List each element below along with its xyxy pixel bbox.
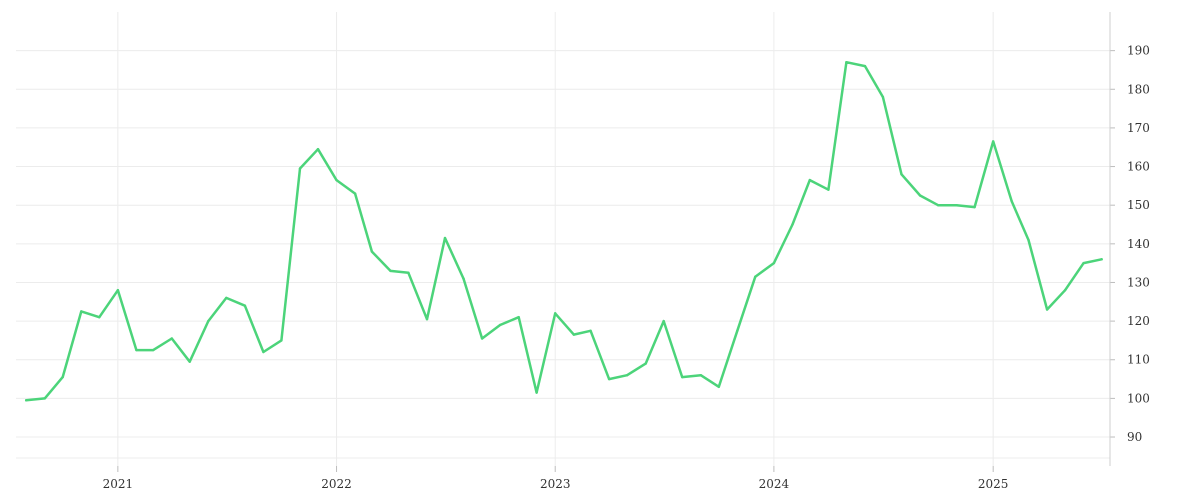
x-tick-label: 2025 xyxy=(978,477,1009,491)
data-point xyxy=(772,261,776,265)
data-point xyxy=(717,385,720,388)
data-point xyxy=(353,192,357,195)
data-point xyxy=(589,329,592,332)
y-tick-label: 110 xyxy=(1127,353,1150,367)
data-point xyxy=(1045,308,1049,311)
data-point xyxy=(1027,238,1030,242)
data-point xyxy=(936,203,940,207)
data-point xyxy=(98,316,101,319)
data-point xyxy=(991,140,995,143)
data-point xyxy=(80,310,83,313)
y-tick-label: 150 xyxy=(1127,198,1150,212)
x-tick-label: 2022 xyxy=(321,477,352,491)
data-point xyxy=(225,296,228,300)
data-point xyxy=(1082,261,1085,265)
data-point xyxy=(407,271,410,275)
data-point xyxy=(280,339,283,342)
data-point xyxy=(863,64,867,68)
data-point xyxy=(736,329,739,332)
data-point xyxy=(1063,288,1067,292)
data-point xyxy=(498,323,502,327)
data-point xyxy=(644,362,647,365)
data-point xyxy=(24,399,28,402)
data-point xyxy=(625,374,629,377)
y-tick-label: 140 xyxy=(1127,237,1150,251)
data-point xyxy=(135,348,138,352)
grid xyxy=(16,12,1110,466)
data-point xyxy=(918,194,922,197)
data-point xyxy=(973,205,976,209)
data-point xyxy=(188,360,191,363)
data-point xyxy=(881,95,885,99)
data-point xyxy=(572,333,575,336)
x-tick-label: 2021 xyxy=(103,477,134,491)
data-point xyxy=(554,312,557,315)
series-layer xyxy=(24,60,1103,402)
data-point xyxy=(699,374,702,377)
y-tick-label: 180 xyxy=(1127,82,1150,96)
data-point xyxy=(517,316,520,319)
data-point xyxy=(207,319,210,323)
data-point xyxy=(425,317,429,321)
data-point xyxy=(808,178,812,182)
data-point xyxy=(845,61,848,64)
data-point xyxy=(389,269,392,273)
y-tick-label: 120 xyxy=(1127,314,1150,328)
y-tick-label: 90 xyxy=(1127,430,1142,444)
data-point xyxy=(462,277,465,280)
data-point xyxy=(151,348,155,352)
data-point xyxy=(43,397,46,400)
data-point xyxy=(443,236,447,240)
data-point xyxy=(900,173,903,176)
data-point xyxy=(316,147,320,151)
x-tick-label: 2024 xyxy=(759,477,790,491)
data-point xyxy=(335,178,338,182)
data-point xyxy=(754,275,757,278)
data-point xyxy=(61,375,64,379)
data-point xyxy=(116,288,120,292)
data-point xyxy=(1100,258,1103,261)
data-point xyxy=(480,337,484,340)
y-tick-label: 130 xyxy=(1127,275,1150,289)
x-tick-label: 2023 xyxy=(540,477,571,491)
data-point xyxy=(243,304,247,307)
data-point xyxy=(827,188,830,191)
data-point xyxy=(1010,200,1013,203)
y-tick-label: 170 xyxy=(1127,121,1150,135)
data-point xyxy=(791,223,794,226)
series-line xyxy=(24,60,1103,402)
data-point xyxy=(681,375,684,379)
data-point xyxy=(607,377,611,381)
data-point xyxy=(298,167,302,170)
y-tick-label: 160 xyxy=(1127,160,1150,174)
data-point xyxy=(262,350,265,354)
data-point xyxy=(535,391,538,394)
y-tick-label: 100 xyxy=(1127,391,1150,405)
axes: 90 100 110 120 130 140 150 160 170 180 190 2021 2022… xyxy=(103,12,1150,491)
data-point xyxy=(370,250,374,253)
data-point xyxy=(955,203,958,207)
data-point xyxy=(170,337,173,340)
y-tick-label: 190 xyxy=(1127,44,1150,58)
data-point xyxy=(662,319,665,323)
